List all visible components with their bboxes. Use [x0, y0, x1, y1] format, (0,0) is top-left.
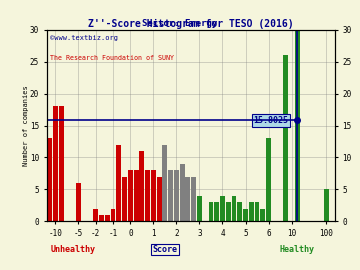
Bar [174, 170, 179, 221]
Bar [180, 164, 185, 221]
Bar [53, 106, 58, 221]
Bar [197, 196, 202, 221]
Bar [231, 196, 237, 221]
Bar [162, 145, 167, 221]
Bar [157, 177, 162, 221]
Title: Z''-Score Histogram for TESO (2016): Z''-Score Histogram for TESO (2016) [88, 19, 294, 29]
Bar [260, 209, 265, 221]
Text: ©www.textbiz.org: ©www.textbiz.org [50, 35, 118, 42]
Bar [283, 55, 288, 221]
Text: Score: Score [152, 245, 177, 254]
Bar [220, 196, 225, 221]
Bar [122, 177, 127, 221]
Bar [324, 190, 329, 221]
Bar [295, 30, 300, 221]
Bar [208, 202, 213, 221]
Bar [191, 177, 196, 221]
Bar [105, 215, 110, 221]
Text: The Research Foundation of SUNY: The Research Foundation of SUNY [50, 55, 174, 61]
Bar [226, 202, 231, 221]
Text: (339 total): (339 total) [0, 0, 1, 28]
Bar [111, 209, 116, 221]
Bar [47, 138, 52, 221]
Bar [139, 151, 144, 221]
Bar [237, 202, 242, 221]
Bar [99, 215, 104, 221]
Bar [151, 170, 156, 221]
Text: Unhealthy: Unhealthy [50, 245, 95, 254]
Bar [59, 106, 64, 221]
Bar [145, 170, 150, 221]
Bar [243, 209, 248, 221]
Text: 15.8025: 15.8025 [254, 116, 289, 125]
Text: Healthy: Healthy [280, 245, 315, 254]
Bar [185, 177, 190, 221]
Bar [128, 170, 133, 221]
Y-axis label: Number of companies: Number of companies [23, 85, 28, 166]
Bar [134, 170, 139, 221]
Bar [266, 138, 271, 221]
Bar [214, 202, 219, 221]
Text: Sector: Energy: Sector: Energy [142, 19, 218, 28]
Bar [93, 209, 98, 221]
Bar [76, 183, 81, 221]
Bar [116, 145, 121, 221]
Bar [255, 202, 260, 221]
Bar [168, 170, 173, 221]
Bar [249, 202, 254, 221]
